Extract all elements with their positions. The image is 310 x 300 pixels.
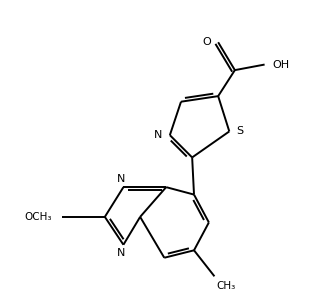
- Text: OCH₃: OCH₃: [24, 212, 52, 222]
- Text: CH₃: CH₃: [216, 281, 236, 291]
- Text: N: N: [154, 130, 162, 140]
- Text: OH: OH: [273, 59, 290, 70]
- Text: S: S: [237, 126, 244, 136]
- Text: O: O: [202, 37, 211, 47]
- Text: N: N: [117, 248, 126, 258]
- Text: N: N: [117, 174, 126, 184]
